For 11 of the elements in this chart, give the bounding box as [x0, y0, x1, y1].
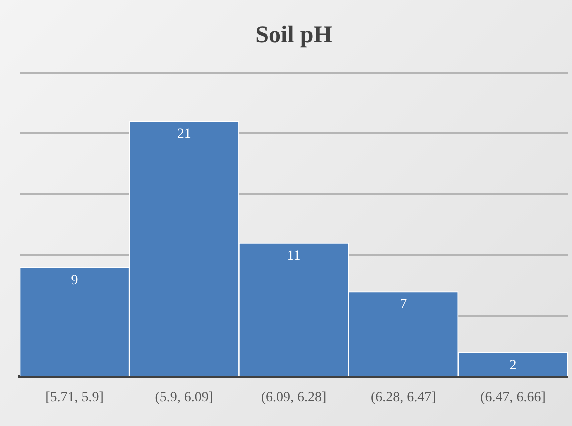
chart-title: Soil pH: [256, 22, 333, 49]
data-label: 7: [400, 298, 408, 313]
data-label: 2: [510, 358, 517, 374]
x-tick-label: [5.71, 5.9]: [46, 390, 104, 406]
x-tick-label: (6.47, 6.66]: [480, 390, 546, 406]
data-label: 21: [177, 127, 192, 142]
data-label: 9: [71, 273, 78, 288]
x-tick-label: (6.09, 6.28]: [261, 390, 327, 406]
x-tick-label: (6.28, 6.47]: [370, 390, 436, 406]
x-tick-label: (5.9, 6.09]: [155, 390, 214, 406]
data-label: 11: [287, 248, 301, 264]
